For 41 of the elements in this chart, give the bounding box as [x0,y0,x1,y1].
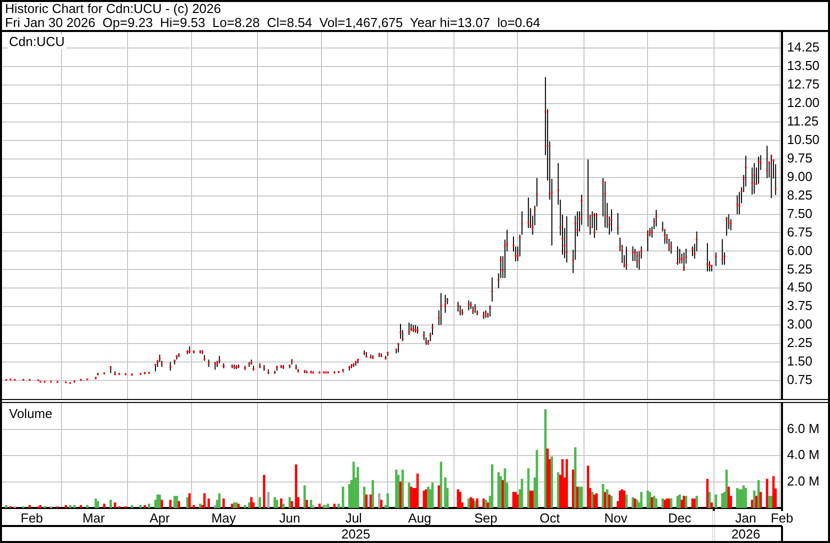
annotation: Cdn:UCU [8,34,66,49]
y-tick-label: 13.50 [787,58,820,74]
y-tick-label: 12.75 [787,76,820,92]
y-tick-label: 3.00 [787,316,812,332]
x-tick-label: Oct [540,510,560,526]
x-tick-label: Dec [668,510,692,526]
x-tick-label: Feb [20,510,44,526]
y-tick-label: 6.75 [787,224,812,240]
y-tick-label: 8.25 [787,187,812,202]
y-tick-label: 2.0 M [787,473,820,488]
x-tick-label: Apr [150,510,170,526]
y-tick-label: 5.25 [787,261,812,276]
y-tick-label: 1.50 [787,354,812,369]
x-tick-label: Aug [408,510,432,526]
y-tick-label: 14.25 [787,40,820,55]
x-tick-label: Jul [345,510,362,526]
y-tick-label: 6.00 [787,242,812,258]
x-tick-label: May [211,510,236,526]
y-tick-label: 6.0 M [787,420,820,436]
y-tick-label: 7.50 [787,206,812,221]
y-tick-label: 3.75 [787,298,812,314]
x-tick-label: Sep [474,510,498,526]
y-tick-label: 0.75 [787,372,812,388]
chart-title: Volume [8,406,54,421]
y-tick-label: 9.75 [787,150,812,166]
y-tick-label: 9.00 [787,168,812,184]
y-tick-label: 10.50 [787,132,820,147]
y-tick-label: 2.25 [787,335,812,350]
x-tick-label: Nov [604,510,628,526]
chart-subtitle: Fri Jan 30 2026 Op=9.23 Hi=9.53 Lo=8.28 Cl=8.54 Vol=1,467,675 Year hi=13.07 lo=0.64 [5,15,540,30]
chart-title: Historic Chart for Cdn:UCU - (c) 2026 [5,1,221,16]
x-tick-label: Jun [279,510,300,526]
y-tick-label: 11.25 [787,113,819,128]
y-tick-label: 12.00 [787,95,820,110]
x-tick-label: Jan [735,510,756,526]
x2-tick-label: 2026 [731,526,760,542]
x-tick-label: Mar [82,510,106,526]
y-tick-label: 4.50 [787,280,812,295]
y-tick-label: 4.0 M [787,447,820,462]
x-tick-label: Feb [770,510,794,526]
x2-tick-label: 2025 [341,526,370,542]
